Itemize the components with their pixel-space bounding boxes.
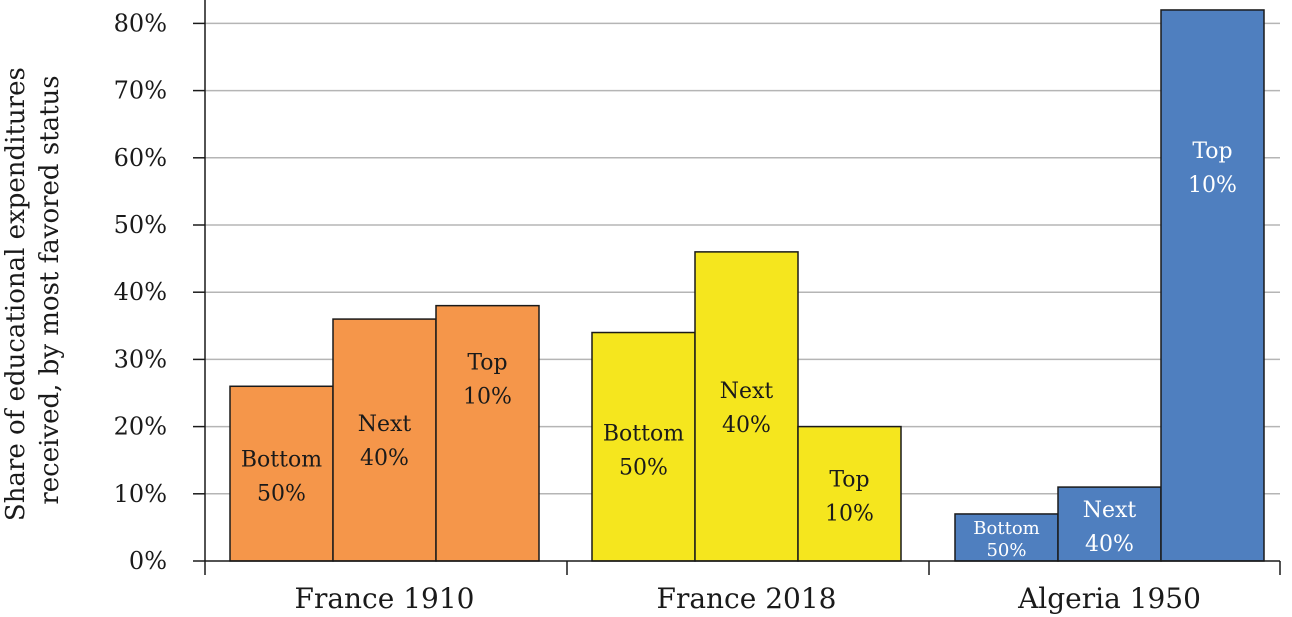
bar — [1160, 9, 1265, 562]
bar — [332, 318, 437, 562]
y-tick-label: 60% — [114, 144, 167, 172]
bar-label-line2: 40% — [360, 446, 409, 471]
bar-label-line1: Bottom — [603, 422, 684, 447]
bar — [797, 425, 902, 562]
y-tick-label: 40% — [114, 278, 167, 306]
bar-label-line2: 50% — [986, 540, 1026, 561]
bar-label-line1: Top — [829, 468, 869, 493]
y-tick-label: 80% — [114, 9, 167, 37]
bar-label-line2: 10% — [1188, 173, 1237, 198]
y-tick-label: 10% — [114, 480, 167, 508]
y-tick-label: 0% — [129, 547, 167, 575]
bar-label-line2: 10% — [463, 385, 512, 410]
bar-label-line1: Bottom — [973, 518, 1039, 539]
bars: Bottom50%Next40%Top10%Bottom50%Next40%To… — [229, 9, 1265, 562]
axes — [193, 0, 1281, 575]
x-group-label: France 2018 — [657, 582, 837, 615]
bar — [694, 251, 799, 562]
bar-label-line2: 40% — [722, 413, 771, 438]
x-group-labels: France 1910 France 2018 Algeria 1950 — [295, 582, 1201, 615]
bar-label-line2: 50% — [257, 481, 306, 506]
y-tick-label: 30% — [114, 345, 167, 373]
bar-label-line2: 50% — [619, 456, 668, 481]
y-tick-label: 20% — [114, 413, 167, 441]
bar-label-line2: 40% — [1085, 532, 1134, 557]
y-tick-label: 70% — [114, 77, 167, 105]
bar — [954, 513, 1059, 562]
y-axis-title-line2: received, by most favored status — [35, 75, 65, 504]
bar-label-line1: Next — [720, 379, 774, 404]
x-group-label: France 1910 — [295, 582, 475, 615]
x-group-label: Algeria 1950 — [1017, 582, 1201, 615]
y-axis-title: Share of educational expenditures receiv… — [1, 59, 65, 521]
y-axis-title-line1: Share of educational expenditures — [1, 67, 31, 521]
y-tick-label: 50% — [114, 211, 167, 239]
bar-label-line1: Top — [467, 351, 507, 376]
bar — [229, 385, 334, 562]
y-tick-labels: 0% 10% 20% 30% 40% 50% 60% 70% 80% — [114, 9, 167, 575]
bar-label-line1: Next — [358, 412, 412, 437]
bar — [435, 304, 540, 562]
bar — [591, 331, 696, 562]
bar-label-line2: 10% — [825, 502, 874, 527]
bar-label-line1: Top — [1192, 139, 1232, 164]
bar-label-line1: Next — [1083, 498, 1137, 523]
bar-label-line1: Bottom — [241, 447, 322, 472]
